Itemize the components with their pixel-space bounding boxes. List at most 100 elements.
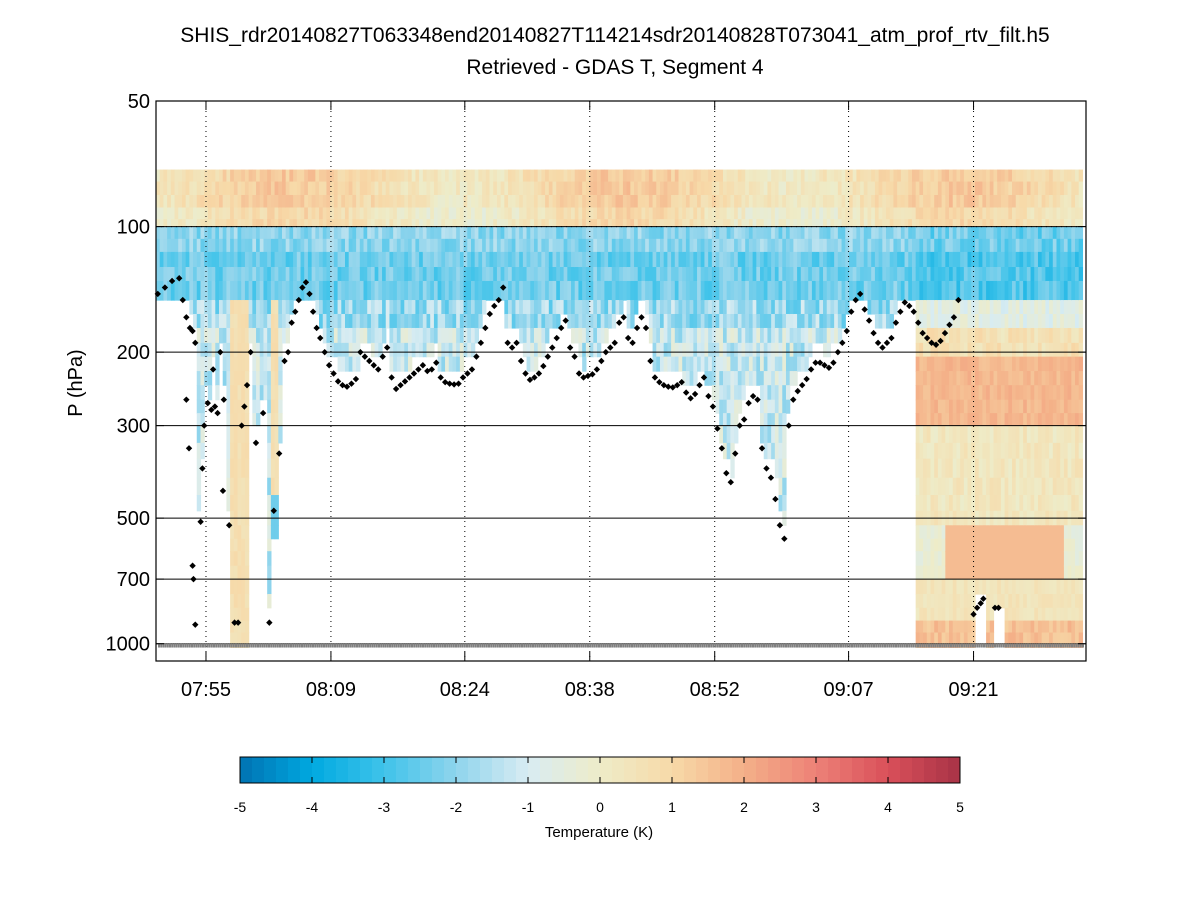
heatmap-cell — [159, 226, 165, 240]
heatmap-cell — [956, 342, 961, 358]
surface-pressure-point — [393, 643, 396, 648]
heatmap-cell — [963, 579, 969, 595]
heatmap-cell — [837, 219, 843, 228]
heatmap-cell — [741, 219, 746, 228]
heatmap-cell — [919, 371, 924, 386]
heatmap-cell — [871, 251, 876, 268]
heatmap-cell — [281, 300, 287, 315]
heatmap-cell — [163, 219, 168, 228]
heatmap-cell — [956, 207, 961, 220]
heatmap-cell — [1019, 280, 1024, 301]
heatmap-cell — [441, 327, 446, 344]
heatmap-cell — [760, 313, 765, 329]
heatmap-cell — [1026, 194, 1032, 209]
heatmap-cell — [800, 219, 806, 228]
heatmap-cell — [1008, 495, 1013, 512]
heatmap-cell — [411, 280, 416, 301]
heatmap-cell — [1067, 238, 1072, 253]
cloud-top-point — [176, 275, 183, 282]
heatmap-cell — [1034, 413, 1039, 427]
heatmap-cell — [711, 280, 717, 301]
heatmap-cell — [882, 181, 887, 196]
heatmap-cell — [478, 181, 483, 196]
surface-pressure-point — [518, 643, 521, 648]
heatmap-cell — [945, 413, 950, 427]
heatmap-cell — [937, 495, 943, 512]
surface-pressure-point — [642, 643, 644, 648]
surface-pressure-point — [582, 643, 585, 648]
heatmap-cell — [1004, 413, 1009, 427]
heatmap-cell — [341, 356, 346, 372]
heatmap-cell — [708, 327, 713, 344]
heatmap-cell — [945, 207, 950, 220]
heatmap-cell — [233, 442, 239, 460]
heatmap-cell — [1004, 327, 1009, 344]
surface-pressure-point — [411, 643, 413, 648]
heatmap-cell — [511, 194, 517, 209]
heatmap-cell — [1078, 207, 1084, 220]
heatmap-cell — [474, 219, 479, 228]
heatmap-cell — [949, 620, 954, 634]
heatmap-cell — [1012, 238, 1017, 253]
heatmap-cell — [837, 181, 843, 196]
heatmap-cell — [382, 300, 387, 315]
heatmap-cell — [930, 594, 935, 609]
heatmap-cell — [800, 313, 806, 329]
heatmap-cell — [1049, 280, 1054, 301]
heatmap-cell — [307, 219, 313, 228]
heatmap-cell — [215, 313, 220, 329]
heatmap-cell — [697, 226, 702, 240]
chart-subtitle: Retrieved - GDAS T, Segment 4 — [466, 56, 764, 79]
heatmap-cell — [760, 194, 765, 209]
heatmap-cell — [426, 342, 431, 358]
heatmap-cell — [656, 181, 661, 196]
heatmap-cell — [926, 565, 932, 580]
heatmap-cell — [526, 169, 531, 183]
heatmap-cell — [708, 226, 713, 240]
heatmap-cell — [874, 238, 880, 253]
heatmap-cell — [356, 219, 361, 228]
surface-pressure-point — [382, 643, 385, 648]
heatmap-cell — [937, 525, 943, 540]
heatmap-cell — [437, 226, 442, 240]
surface-pressure-point — [1055, 643, 1058, 648]
heatmap-cell — [974, 399, 980, 414]
heatmap-cell — [267, 169, 272, 183]
heatmap-cell — [404, 251, 409, 268]
heatmap-cell — [974, 313, 980, 329]
heatmap-cell — [452, 238, 457, 253]
heatmap-cell — [945, 551, 950, 567]
heatmap-cell — [1015, 620, 1021, 634]
heatmap-cell — [1052, 280, 1058, 301]
heatmap-cell — [1049, 207, 1054, 220]
heatmap-cell — [189, 267, 194, 282]
heatmap-cell — [923, 219, 928, 228]
heatmap-cell — [211, 194, 216, 209]
surface-pressure-point — [576, 643, 578, 648]
heatmap-cell — [482, 280, 487, 301]
heatmap-cell — [200, 442, 205, 460]
heatmap-cell — [952, 313, 958, 329]
surface-pressure-point — [270, 643, 273, 648]
heatmap-cell — [1012, 194, 1017, 209]
heatmap-cell — [800, 207, 806, 220]
heatmap-cell — [548, 181, 554, 196]
surface-pressure-point — [991, 643, 994, 648]
heatmap-cell — [863, 207, 869, 220]
heatmap-cell — [1026, 477, 1032, 496]
heatmap-cell — [837, 267, 843, 282]
heatmap-cell — [196, 371, 202, 386]
heatmap-cell — [622, 194, 628, 209]
heatmap-cell — [737, 399, 743, 414]
heatmap-cell — [941, 194, 946, 209]
heatmap-cell — [1078, 538, 1084, 552]
heatmap-cell — [711, 238, 717, 253]
heatmap-cell — [270, 300, 276, 315]
heatmap-cell — [934, 313, 939, 329]
heatmap-cell — [997, 551, 1002, 567]
heatmap-cell — [667, 251, 672, 268]
heatmap-cell — [615, 207, 620, 220]
heatmap-cell — [530, 238, 535, 253]
surface-pressure-point — [252, 643, 255, 648]
heatmap-cell — [659, 356, 665, 372]
